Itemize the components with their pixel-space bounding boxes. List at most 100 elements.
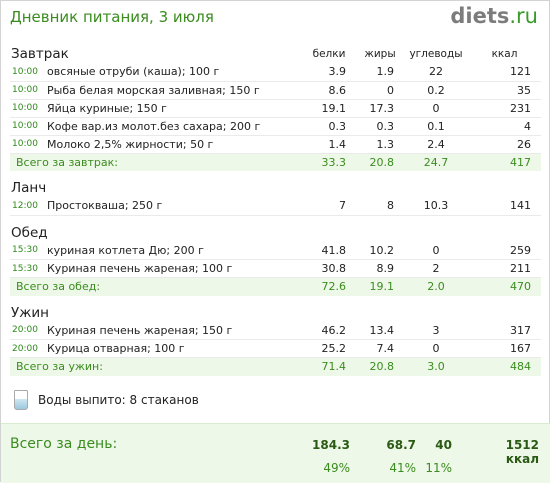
column-header-carbs: углеводы	[409, 48, 463, 60]
food-protein: 41.8	[302, 241, 356, 260]
food-fat: 7.4	[356, 339, 404, 358]
meal-table: Обед 15:30 куриная котлета Дю; 200 г 41.8 10…	[10, 224, 541, 296]
food-time: 10:00	[10, 135, 44, 154]
food-carbs: 0	[404, 339, 468, 358]
food-fat: 10.2	[356, 241, 404, 260]
food-row[interactable]: 10:00 Кофе вар.из молот.без сахара; 200 г…	[10, 117, 541, 136]
day-total-protein-pct: 49%	[323, 461, 350, 475]
food-time: 20:00	[10, 339, 44, 358]
food-carbs: 0	[404, 241, 468, 260]
meal-total-kcal: 484	[468, 357, 541, 376]
day-total-carbs: 40	[435, 438, 452, 452]
food-kcal: 121	[468, 63, 541, 82]
food-name[interactable]: Курица отварная; 100 г	[44, 339, 302, 358]
meals-container: Завтрак белки жиры углеводы ккал 10:00 овсяные…	[10, 45, 542, 384]
meal-total-kcal: 417	[468, 153, 541, 171]
food-name[interactable]: Кофе вар.из молот.без сахара; 200 г	[44, 117, 302, 136]
food-fat: 1.3	[356, 135, 404, 154]
food-row[interactable]: 12:00 Простокваша; 250 г 7 8 10.3 141	[10, 197, 542, 216]
food-name[interactable]: Рыба белая морская заливная; 150 г	[44, 81, 302, 100]
meal-total-protein: 72.6	[302, 277, 356, 296]
section-spacer	[10, 171, 541, 179]
column-header-empty	[468, 224, 541, 242]
food-name[interactable]: куриная котлета Дю; 200 г	[44, 241, 302, 260]
column-header-empty	[404, 224, 468, 242]
food-name[interactable]: Простокваша; 250 г	[44, 197, 303, 216]
meal-total-protein: 71.4	[302, 357, 356, 376]
food-protein: 25.2	[302, 339, 356, 358]
food-protein: 0.3	[302, 117, 356, 136]
site-logo[interactable]: diets.ru	[450, 4, 538, 28]
day-total: Всего за день: 184.3 68.7 40 1512 ккал 4…	[1, 423, 550, 483]
food-time: 12:00	[10, 197, 44, 216]
meal-total-label: Всего за ужин:	[10, 357, 302, 376]
food-fat: 13.4	[356, 321, 404, 340]
food-carbs: 2.4	[404, 135, 468, 154]
food-protein: 7	[302, 197, 357, 216]
food-name[interactable]: Яйца куриные; 150 г	[44, 99, 302, 118]
day-total-fat-pct: 41%	[389, 461, 416, 475]
column-header-protein: белки	[312, 48, 346, 60]
food-fat: 8	[356, 197, 405, 216]
column-header-fat: жиры	[364, 48, 396, 60]
meal-total-protein: 33.3	[302, 153, 356, 171]
food-fat: 0	[356, 81, 404, 100]
meal-total-label: Всего за обед:	[10, 277, 302, 296]
food-row[interactable]: 20:00 Курица отварная; 100 г 25.2 7.4 0 167	[10, 339, 541, 358]
food-row[interactable]: 10:00 Яйца куриные; 150 г 19.1 17.3 0 231	[10, 99, 541, 118]
food-time: 15:30	[10, 241, 44, 260]
meal-total-carbs: 24.7	[404, 153, 468, 171]
food-time: 10:00	[10, 63, 44, 82]
meal-total-carbs: 3.0	[404, 357, 468, 376]
food-name[interactable]: Куриная печень жареная; 100 г	[44, 259, 302, 278]
food-row[interactable]: 15:30 Куриная печень жареная; 100 г 30.8 8.…	[10, 259, 541, 278]
food-carbs: 22	[404, 63, 468, 82]
food-protein: 30.8	[302, 259, 356, 278]
column-header-empty	[356, 224, 404, 242]
food-fat: 1.9	[356, 63, 404, 82]
meal-total-carbs: 2.0	[404, 277, 468, 296]
food-name[interactable]: овсяные отруби (каша); 100 г	[44, 63, 302, 82]
logo-domain: .ru	[509, 4, 538, 28]
food-carbs: 2	[404, 259, 468, 278]
food-protein: 19.1	[302, 99, 356, 118]
food-name[interactable]: Молоко 2,5% жирности; 50 г	[44, 135, 302, 154]
meal-total-row: Всего за ужин: 71.4 20.8 3.0 484	[10, 357, 541, 376]
meal-total-fat: 20.8	[356, 153, 404, 171]
meal-table: Завтрак белки жиры углеводы ккал 10:00 овсяные…	[10, 45, 541, 171]
food-row[interactable]: 20:00 Куриная печень жареная; 150 г 46.2 13…	[10, 321, 541, 340]
meal-table: Ланч 12:00 Простокваша; 250 г 7 8 10.3 141	[10, 179, 542, 216]
food-row[interactable]: 15:30 куриная котлета Дю; 200 г 41.8 10.2 0 2…	[10, 241, 541, 260]
food-row[interactable]: 10:00 овсяные отруби (каша); 100 г 3.9 1.9 2…	[10, 63, 541, 82]
food-kcal: 141	[468, 197, 542, 216]
column-header-empty	[468, 304, 541, 322]
day-total-kcal: 1512 ккал	[505, 438, 539, 466]
meal-total-row: Всего за обед: 72.6 19.1 2.0 470	[10, 277, 541, 296]
column-header-empty	[468, 179, 541, 197]
food-protein: 46.2	[302, 321, 356, 340]
day-total-fat: 68.7	[386, 438, 416, 452]
food-fat: 0.3	[356, 117, 404, 136]
food-name[interactable]: Куриная печень жареная; 150 г	[44, 321, 302, 340]
food-row[interactable]: 10:00 Молоко 2,5% жирности; 50 г 1.4 1.3 2.4…	[10, 135, 541, 154]
column-header-empty	[356, 304, 404, 322]
water-glass-icon	[14, 390, 28, 410]
column-header-empty	[302, 304, 356, 322]
water-summary: Воды выпито: 8 стаканов	[10, 387, 199, 413]
food-carbs: 0.1	[404, 117, 468, 136]
meal-total-label: Всего за завтрак:	[10, 153, 302, 171]
meal-total-kcal: 470	[468, 277, 541, 296]
column-header-empty	[356, 179, 404, 197]
water-text: Воды выпито: 8 стаканов	[38, 393, 199, 407]
column-header-empty	[404, 179, 468, 197]
column-header-empty	[302, 179, 356, 197]
column-header-empty	[404, 304, 468, 322]
food-kcal: 35	[468, 81, 541, 100]
food-carbs: 10.3	[404, 197, 469, 216]
meal-table: Ужин 20:00 Куриная печень жареная; 150 г 46…	[10, 304, 541, 376]
meal-total-fat: 20.8	[356, 357, 404, 376]
meal-title: Ланч	[11, 180, 47, 196]
section-spacer	[10, 376, 541, 384]
